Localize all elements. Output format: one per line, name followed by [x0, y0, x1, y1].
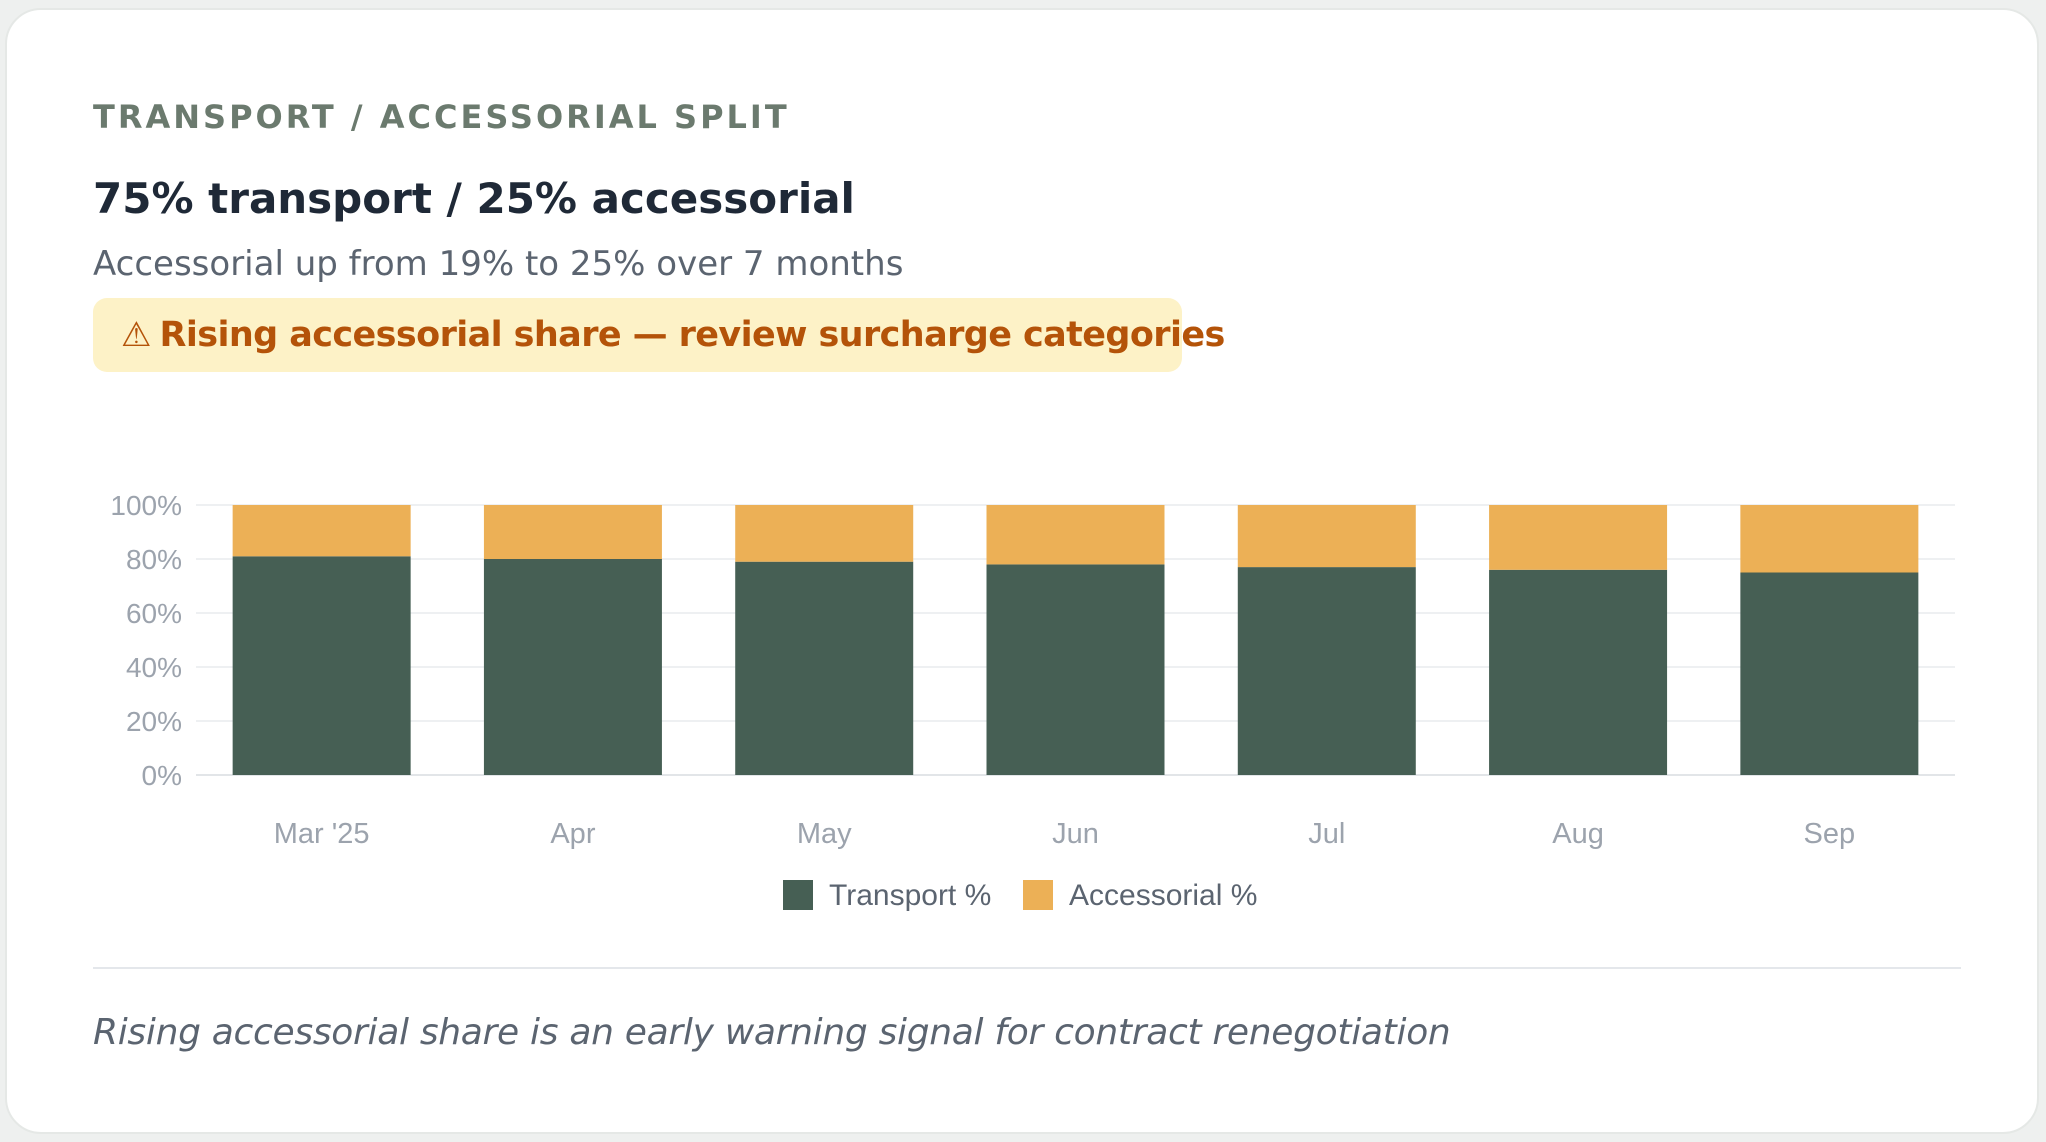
card-subhead: Accessorial up from 19% to 25% over 7 mo… — [93, 244, 904, 284]
y-tick-label: 80% — [126, 544, 182, 575]
bar-accessorial — [986, 505, 1165, 565]
card-divider — [93, 967, 1961, 969]
y-tick-label: 40% — [126, 652, 182, 683]
card-eyebrow: TRANSPORT / ACCESSORIAL SPLIT — [93, 98, 790, 136]
x-tick-label: Jun — [1052, 818, 1099, 850]
bar-transport — [1740, 572, 1919, 775]
y-tick-label: 0% — [142, 760, 182, 791]
y-tick-label: 60% — [126, 598, 182, 629]
bar-transport — [232, 556, 411, 775]
legend-swatch-transport — [783, 880, 813, 910]
y-tick-label: 100% — [110, 490, 182, 521]
stacked-bar-chart: 0% 20% 40% 60% 80% 100% Mar '25 Apr May Jun Jul Aug… — [110, 490, 1955, 912]
card-footnote: Rising accessorial share is an early war… — [93, 1012, 1451, 1053]
legend-label-accessorial: Accessorial % — [1069, 879, 1257, 912]
split-card: TRANSPORT / ACCESSORIAL SPLIT 75% transp… — [5, 8, 2039, 1134]
x-tick-label: Jul — [1308, 818, 1345, 850]
x-tick-label: May — [797, 818, 852, 850]
bar-transport — [986, 564, 1165, 775]
warning-text: Rising accessorial share — review surcha… — [159, 315, 1225, 355]
bar-accessorial — [483, 505, 662, 559]
x-tick-label: Mar '25 — [274, 818, 370, 850]
bar-transport — [1237, 567, 1416, 775]
legend-swatch-accessorial — [1023, 880, 1053, 910]
bar-accessorial — [1237, 505, 1416, 568]
card-headline: 75% transport / 25% accessorial — [93, 174, 855, 223]
bar-transport — [483, 559, 662, 775]
x-tick-label: Apr — [550, 818, 595, 850]
legend-label-transport: Transport % — [829, 879, 991, 912]
bar-accessorial — [735, 505, 914, 562]
bar-transport — [1489, 569, 1668, 775]
x-tick-label: Aug — [1552, 818, 1604, 850]
bar-accessorial — [1740, 505, 1919, 573]
bar-transport — [735, 561, 914, 775]
y-tick-label: 20% — [126, 706, 182, 737]
bar-accessorial — [232, 505, 411, 557]
x-tick-label: Sep — [1804, 818, 1856, 850]
bar-accessorial — [1489, 505, 1668, 570]
warning-banner: ⚠ Rising accessorial share — review surc… — [93, 298, 1225, 372]
warning-icon: ⚠ — [121, 315, 152, 355]
